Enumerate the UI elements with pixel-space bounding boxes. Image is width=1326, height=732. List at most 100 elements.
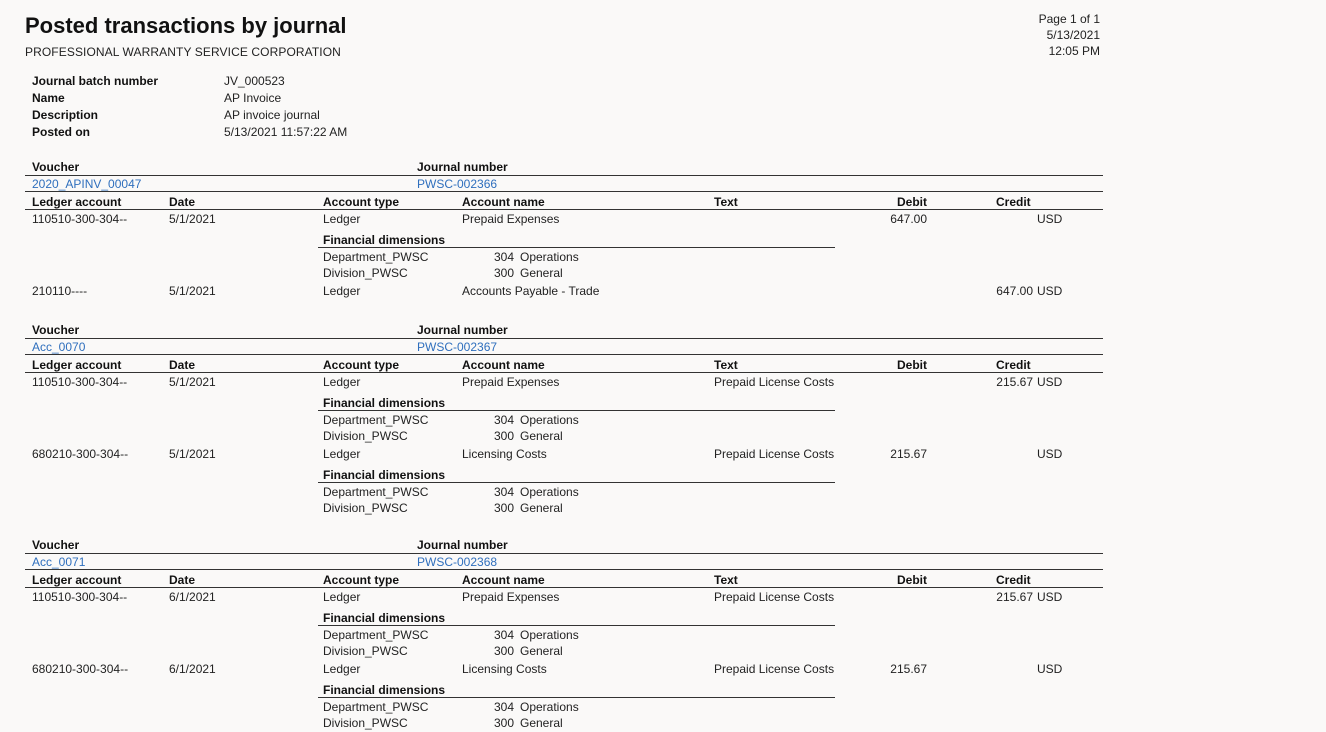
voucher-value-divider [25,191,1103,192]
dimension-code: 304 [494,628,515,642]
financial-dimensions-divider [318,625,835,626]
journal-number-header: Journal number [417,538,508,552]
voucher-header: Voucher [32,160,80,174]
voucher-link[interactable]: 2020_APINV_00047 [32,177,142,191]
ledger-account-cell: 210110---- [32,284,88,298]
ledger-account-cell: 110510-300-304-- [32,375,128,389]
credit-header: Credit [996,573,1031,587]
account-type-cell: Ledger [323,662,361,676]
account-type-header: Account type [323,358,400,372]
financial-dimensions-divider [318,482,835,483]
currency-cell: USD [1037,212,1063,226]
text-cell: Prepaid License Costs [714,447,835,461]
journal-number-header: Journal number [417,323,508,337]
account-type-cell: Ledger [323,447,361,461]
debit-header: Debit [897,573,927,587]
text-cell: Prepaid License Costs [714,590,835,604]
voucher-header: Voucher [32,323,80,337]
voucher-link[interactable]: Acc_0071 [32,555,86,569]
batch-description-value: AP invoice journal [224,108,320,122]
dimension-code: 304 [494,700,515,714]
ledger-account-cell: 110510-300-304-- [32,590,128,604]
credit-header: Credit [996,195,1031,209]
ledger-account-header: Ledger account [32,573,122,587]
dimension-description: Operations [520,628,579,642]
financial-dimensions-header: Financial dimensions [323,611,446,625]
date-header: Date [169,195,196,209]
dimension-code: 300 [494,266,515,280]
batch-posted-label: Posted on [32,125,91,139]
dimension-description: Operations [520,485,579,499]
account-type-cell: Ledger [323,590,361,604]
text-cell: Prepaid License Costs [714,662,835,676]
voucher-link[interactable]: Acc_0070 [32,340,86,354]
ledger-account-cell: 680210-300-304-- [32,662,129,676]
credit-cell: 215.67 [996,590,1033,604]
dimension-name: Department_PWSC [323,700,429,714]
voucher-header-divider [25,175,1103,176]
account-type-header: Account type [323,573,400,587]
date-cell: 5/1/2021 [169,375,216,389]
ledger-account-cell: 110510-300-304-- [32,212,128,226]
date-cell: 5/1/2021 [169,212,216,226]
ledger-account-header: Ledger account [32,195,122,209]
financial-dimensions-header: Financial dimensions [323,396,446,410]
column-header-divider [25,209,1103,210]
page-number: Page 1 of 1 [1038,12,1100,26]
text-cell: Prepaid License Costs [714,375,835,389]
voucher-value-divider [25,569,1103,570]
batch-description-label: Description [32,108,99,122]
dimension-description: Operations [520,700,579,714]
account-name-cell: Prepaid Expenses [462,375,560,389]
currency-cell: USD [1037,662,1063,676]
account-name-header: Account name [462,195,545,209]
dimension-name: Division_PWSC [323,266,408,280]
report-title: Posted transactions by journal [25,13,347,38]
financial-dimensions-divider [318,247,835,248]
journal-number-link[interactable]: PWSC-002367 [417,340,498,354]
debit-cell: 647.00 [890,212,927,226]
dimension-description: General [520,429,563,443]
dimension-name: Division_PWSC [323,716,408,730]
batch-name-value: AP Invoice [224,91,282,105]
dimension-code: 300 [494,644,515,658]
journal-number-link[interactable]: PWSC-002368 [417,555,498,569]
dimension-name: Division_PWSC [323,644,408,658]
date-cell: 5/1/2021 [169,447,216,461]
text-header: Text [714,195,738,209]
dimension-code: 304 [494,250,515,264]
company-name: PROFESSIONAL WARRANTY SERVICE CORPORATIO… [25,45,341,59]
report-time: 12:05 PM [1048,44,1100,58]
text-header: Text [714,358,738,372]
debit-header: Debit [897,358,927,372]
account-type-cell: Ledger [323,212,361,226]
column-header-divider [25,372,1103,373]
financial-dimensions-header: Financial dimensions [323,468,446,482]
voucher-header: Voucher [32,538,80,552]
account-name-header: Account name [462,573,545,587]
batch-number-label: Journal batch number [32,74,159,88]
date-header: Date [169,358,196,372]
dimension-name: Division_PWSC [323,501,408,515]
dimension-name: Department_PWSC [323,250,429,264]
batch-number-value: JV_000523 [224,74,285,88]
account-name-cell: Prepaid Expenses [462,590,560,604]
dimension-description: General [520,266,563,280]
dimension-code: 300 [494,429,515,443]
journal-number-link[interactable]: PWSC-002366 [417,177,498,191]
batch-posted-value: 5/13/2021 11:57:22 AM [224,125,348,139]
account-type-header: Account type [323,195,400,209]
currency-cell: USD [1037,284,1063,298]
date-cell: 6/1/2021 [169,590,216,604]
date-header: Date [169,573,196,587]
dimension-name: Department_PWSC [323,628,429,642]
currency-cell: USD [1037,447,1063,461]
voucher-value-divider [25,354,1103,355]
credit-cell: 215.67 [996,375,1033,389]
financial-dimensions-divider [318,697,835,698]
dimension-description: Operations [520,413,579,427]
dimension-name: Department_PWSC [323,485,429,499]
text-header: Text [714,573,738,587]
account-type-cell: Ledger [323,284,361,298]
account-name-cell: Licensing Costs [462,662,547,676]
